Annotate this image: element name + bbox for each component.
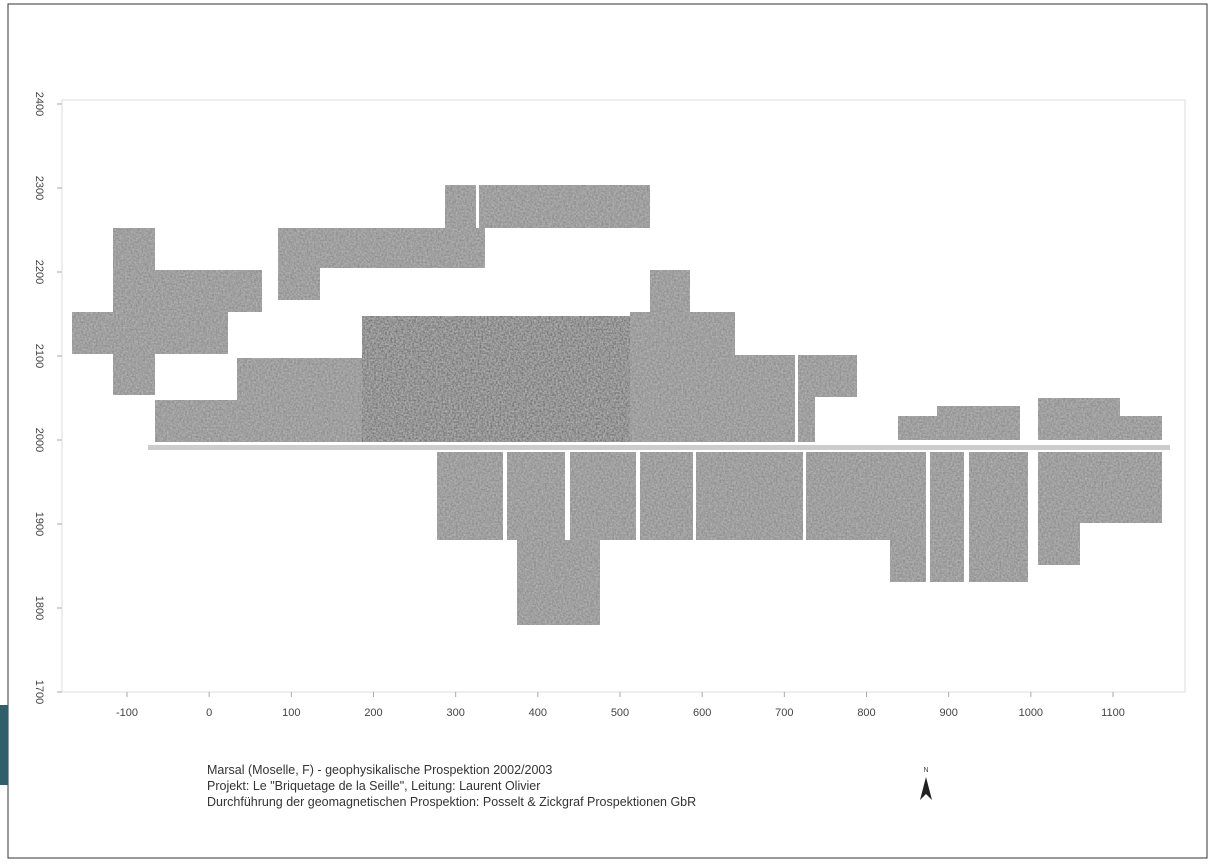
x-tick-label: 200 [364,707,382,719]
survey-tile [437,452,630,540]
caption-line: Projekt: Le "Briquetage de la Seille", L… [207,779,540,793]
survey-tile [1038,398,1120,440]
survey-tile [278,228,320,300]
baseline [148,445,1170,450]
page: {"axes": {"xticks": [-100, 0, 100, 200, … [0,0,1208,859]
x-tick-label: 600 [693,707,711,719]
x-tick-label: 0 [206,707,212,719]
survey-tiles [72,185,1162,625]
y-tick-label: 2300 [33,176,45,200]
survey-tile [650,270,690,312]
survey-tile [890,452,1028,582]
survey-tile [155,270,262,312]
survey-tile [1120,416,1162,440]
y-tick-label: 1800 [33,596,45,620]
side-tab [0,705,8,785]
x-tick-label: 1100 [1101,707,1125,719]
x-tick-label: 100 [282,707,300,719]
survey-tile [937,406,1020,440]
y-tick-label: 2100 [33,344,45,368]
y-tick-label: 1700 [33,680,45,704]
x-tick-label: 1000 [1019,707,1043,719]
survey-map: Marsal (Moselle, F) - geophysikalische P… [0,0,1208,859]
y-tick-label: 2400 [33,92,45,116]
survey-tile [485,185,650,228]
survey-tile [735,355,815,442]
x-tick-label: -100 [116,707,138,719]
survey-tile [898,416,937,440]
survey-tile [362,316,630,442]
x-tick-label: 800 [857,707,875,719]
y-tick-label: 1900 [33,512,45,536]
survey-tile [113,228,155,395]
survey-tile [815,355,857,397]
x-tick-label: 300 [446,707,464,719]
x-tick-label: 500 [611,707,629,719]
y-tick-label: 2200 [33,260,45,284]
survey-tile [155,400,237,442]
survey-tile [72,312,113,354]
survey-tile [630,312,735,442]
survey-tile [517,540,600,625]
survey-tile [155,312,228,354]
survey-tile [237,358,362,442]
survey-tile [630,452,925,540]
survey-tile [320,228,485,268]
x-tick-label: 900 [939,707,957,719]
survey-tile [1038,523,1080,565]
x-tick-label: 700 [775,707,793,719]
x-tick-label: 400 [529,707,547,719]
north-label: N [923,767,928,774]
survey-tile [1038,452,1162,523]
caption-line: Durchführung der geomagnetischen Prospek… [207,795,696,809]
caption-line: Marsal (Moselle, F) - geophysikalische P… [207,763,552,777]
north-arrow [920,777,932,800]
y-tick-label: 2000 [33,428,45,452]
